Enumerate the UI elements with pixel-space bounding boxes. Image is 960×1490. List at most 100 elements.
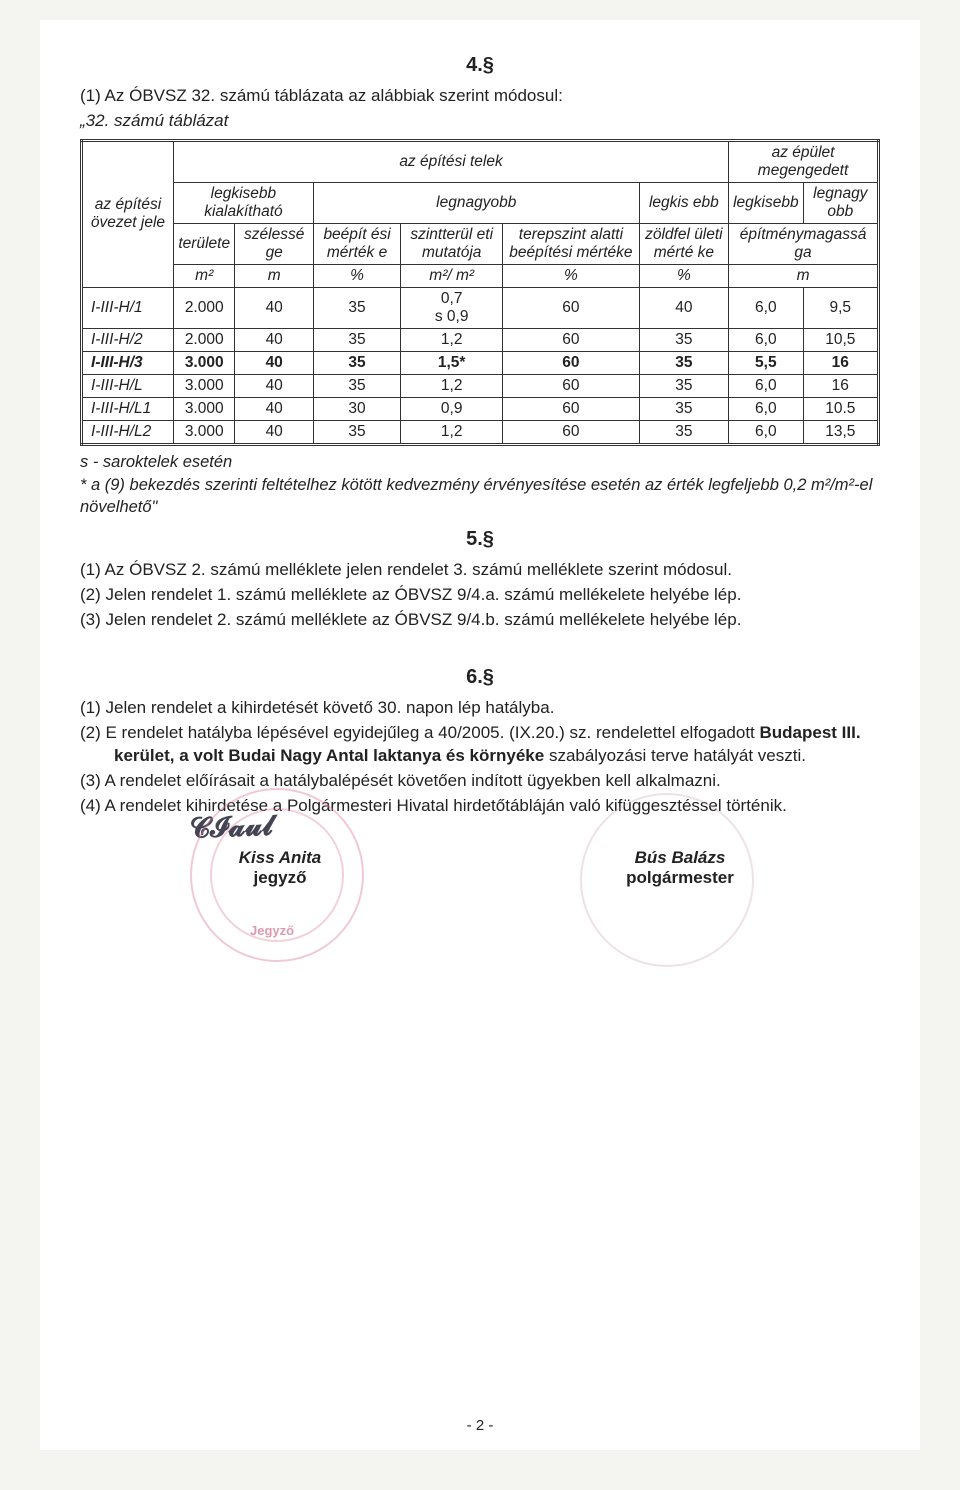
th-szelesse: szélessé ge xyxy=(235,223,313,264)
cell: 40 xyxy=(235,374,313,397)
section-5-line-1: (1) Az ÓBVSZ 2. számú melléklete jelen r… xyxy=(80,559,880,582)
cell: 3.000 xyxy=(173,374,235,397)
cell: 35 xyxy=(639,374,728,397)
section-5-line-2: (2) Jelen rendelet 1. számú melléklete a… xyxy=(80,584,880,607)
cell: 3.000 xyxy=(173,420,235,444)
cell: 0,7s 0,9 xyxy=(401,287,503,328)
signature-right: Bús Balázs polgármester xyxy=(550,848,810,888)
signer-right-name: Bús Balázs xyxy=(550,848,810,868)
th-unit-m2: m² xyxy=(173,264,235,287)
row-label: I-III-H/L1 xyxy=(82,397,174,420)
cell: 2.000 xyxy=(173,328,235,351)
th-unit-pct: % xyxy=(313,264,400,287)
section-4-line-2: „32. számú táblázat xyxy=(80,110,880,133)
th-legnagy-obb: legnagy obb xyxy=(803,182,878,223)
cell: 5,5 xyxy=(729,351,804,374)
th-ovezet-jele: az építési övezet jele xyxy=(82,140,174,287)
cell: 35 xyxy=(313,351,400,374)
cell: 35 xyxy=(313,287,400,328)
table-row: I-III-H/33.00040351,5*60355,516 xyxy=(82,351,879,374)
th-unit-pct2: % xyxy=(503,264,639,287)
th-epitm: építménymagassá ga xyxy=(729,223,879,264)
cell: 2.000 xyxy=(173,287,235,328)
cell: 40 xyxy=(235,420,313,444)
cell: 0,9 xyxy=(401,397,503,420)
regulation-table: az építési övezet jele az építési telek … xyxy=(80,139,880,446)
cell: 60 xyxy=(503,397,639,420)
signer-left-name: Kiss Anita xyxy=(150,848,410,868)
row-label: I-III-H/L2 xyxy=(82,420,174,444)
row-label: I-III-H/3 xyxy=(82,351,174,374)
cell: 30 xyxy=(313,397,400,420)
section-6-line-2c: szabályozási terve hatályát veszti. xyxy=(544,746,806,765)
cell: 9,5 xyxy=(803,287,878,328)
section-4-line-1: (1) Az ÓBVSZ 32. számú táblázata az aláb… xyxy=(80,85,880,108)
table-row: I-III-H/22.00040351,260356,010,5 xyxy=(82,328,879,351)
section-6-line-2: (2) E rendelet hatályba lépésével egyide… xyxy=(80,722,880,768)
th-legkisebb-kial: legkisebb kialakítható xyxy=(173,182,313,223)
signature-left: 𝓒𝓘𝓪𝓾𝓵 Kiss Anita jegyző Jegyző xyxy=(150,848,410,888)
row-label: I-III-H/1 xyxy=(82,287,174,328)
th-unit-m: m xyxy=(235,264,313,287)
section-4-heading: 4.§ xyxy=(80,54,880,77)
page-number: - 2 - xyxy=(40,1417,920,1434)
th-legkis-ebb: legkis ebb xyxy=(639,182,728,223)
cell: 10.5 xyxy=(803,397,878,420)
row-label: I-III-H/2 xyxy=(82,328,174,351)
cell: 6,0 xyxy=(729,374,804,397)
cell: 40 xyxy=(235,351,313,374)
th-epulet-megengedett: az épület megengedett xyxy=(729,140,879,182)
cell: 40 xyxy=(235,328,313,351)
cell: 35 xyxy=(639,351,728,374)
cell: 1,2 xyxy=(401,328,503,351)
th-beepit: beépít ési mérték e xyxy=(313,223,400,264)
section-5-line-3: (3) Jelen rendelet 2. számú melléklete a… xyxy=(80,609,880,632)
cell: 60 xyxy=(503,328,639,351)
cell: 35 xyxy=(639,328,728,351)
signer-left-role: jegyző xyxy=(150,868,410,888)
table-row: I-III-H/L23.00040351,260356,013,5 xyxy=(82,420,879,444)
cell: 16 xyxy=(803,351,878,374)
cell: 35 xyxy=(313,328,400,351)
table-row: I-III-H/12.00040350,7s 0,960406,09,5 xyxy=(82,287,879,328)
table-note-star: * a (9) bekezdés szerinti feltételhez kö… xyxy=(80,475,880,518)
th-legkisebb: legkisebb xyxy=(729,182,804,223)
cell: 35 xyxy=(313,374,400,397)
section-6-heading: 6.§ xyxy=(80,666,880,689)
cell: 16 xyxy=(803,374,878,397)
th-legnagyobb: legnagyobb xyxy=(313,182,639,223)
table-body: I-III-H/12.00040350,7s 0,960406,09,5I-II… xyxy=(82,287,879,444)
th-unit-m2m2: m²/ m² xyxy=(401,264,503,287)
table-row: I-III-H/L3.00040351,260356,016 xyxy=(82,374,879,397)
table-row: I-III-H/L13.00040300,960356,010.5 xyxy=(82,397,879,420)
th-szintter: szintterül eti mutatója xyxy=(401,223,503,264)
section-6-line-2a: (2) E rendelet hatályba lépésével egyide… xyxy=(80,723,760,742)
th-unit-pct3: % xyxy=(639,264,728,287)
th-terep: terepszint alatti beépítési mértéke xyxy=(503,223,639,264)
cell: 6,0 xyxy=(729,287,804,328)
cell: 1,2 xyxy=(401,420,503,444)
th-epitesi-telek: az építési telek xyxy=(173,140,728,182)
cell: 40 xyxy=(235,397,313,420)
signature-scribble-left: 𝓒𝓘𝓪𝓾𝓵 xyxy=(189,810,273,845)
th-zoldfel: zöldfel ületi mérté ke xyxy=(639,223,728,264)
th-unit-m2col: m xyxy=(729,264,879,287)
cell: 10,5 xyxy=(803,328,878,351)
table-note-s: s - saroktelek esetén xyxy=(80,452,880,473)
cell: 60 xyxy=(503,374,639,397)
section-5-heading: 5.§ xyxy=(80,528,880,551)
section-6-line-3: (3) A rendelet előírásait a hatálybalépé… xyxy=(80,770,880,793)
cell: 60 xyxy=(503,420,639,444)
cell: 40 xyxy=(235,287,313,328)
cell: 6,0 xyxy=(729,397,804,420)
cell: 3.000 xyxy=(173,397,235,420)
cell: 35 xyxy=(639,397,728,420)
cell: 6,0 xyxy=(729,420,804,444)
cell: 6,0 xyxy=(729,328,804,351)
signature-row: 𝓒𝓘𝓪𝓾𝓵 Kiss Anita jegyző Jegyző Bús Baláz… xyxy=(80,848,880,888)
cell: 60 xyxy=(503,351,639,374)
th-terulete: területe xyxy=(173,223,235,264)
signer-right-role: polgármester xyxy=(550,868,810,888)
cell: 1,2 xyxy=(401,374,503,397)
cell: 3.000 xyxy=(173,351,235,374)
